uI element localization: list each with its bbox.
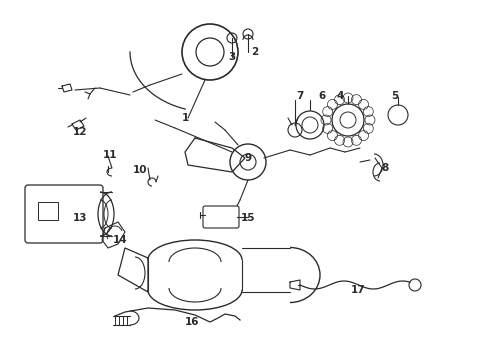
FancyBboxPatch shape bbox=[25, 185, 103, 243]
Text: 17: 17 bbox=[351, 285, 366, 295]
Text: 15: 15 bbox=[241, 213, 255, 223]
Text: 11: 11 bbox=[103, 150, 117, 160]
Text: 10: 10 bbox=[133, 165, 147, 175]
Text: 14: 14 bbox=[113, 235, 127, 245]
Text: 6: 6 bbox=[318, 91, 326, 101]
Text: 1: 1 bbox=[181, 113, 189, 123]
FancyBboxPatch shape bbox=[38, 202, 58, 220]
Text: 16: 16 bbox=[185, 317, 199, 327]
Text: 3: 3 bbox=[228, 52, 236, 62]
Text: 13: 13 bbox=[73, 213, 87, 223]
Text: 5: 5 bbox=[392, 91, 399, 101]
Text: 2: 2 bbox=[251, 47, 259, 57]
Text: 12: 12 bbox=[73, 127, 87, 137]
FancyBboxPatch shape bbox=[203, 206, 239, 228]
Text: 7: 7 bbox=[296, 91, 304, 101]
Text: 8: 8 bbox=[381, 163, 389, 173]
Text: 9: 9 bbox=[245, 153, 251, 163]
Text: 4: 4 bbox=[336, 91, 343, 101]
